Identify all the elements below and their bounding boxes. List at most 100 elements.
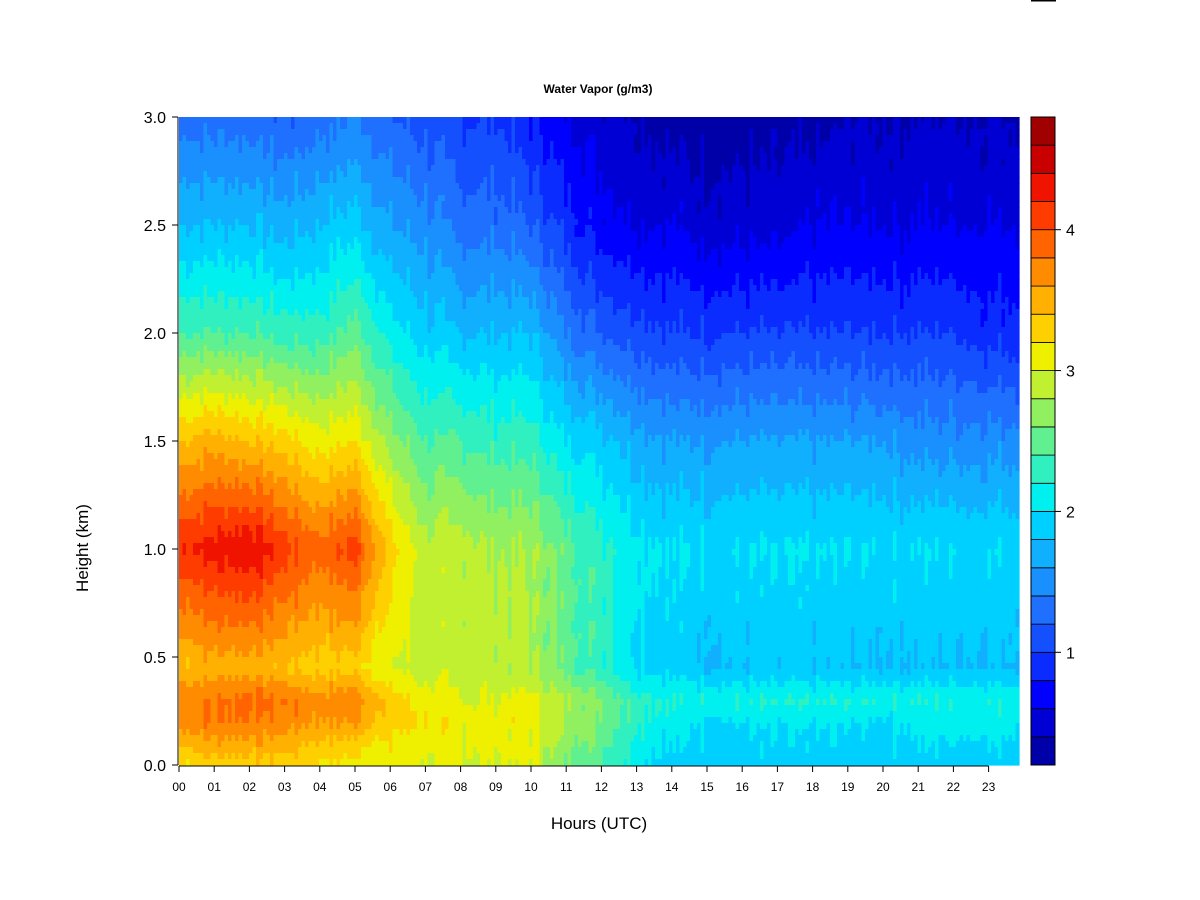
- heatmap-cell: [274, 399, 278, 406]
- heatmap-cell: [242, 285, 246, 292]
- heatmap-cell: [253, 459, 257, 466]
- heatmap-cell: [179, 195, 183, 202]
- heatmap-cell: [246, 327, 250, 334]
- heatmap-cell: [323, 573, 327, 580]
- heatmap-cell: [214, 387, 218, 394]
- heatmap-cell: [249, 309, 253, 316]
- heatmap-cell: [337, 129, 341, 136]
- heatmap-cell: [316, 153, 320, 160]
- heatmap-cell: [232, 393, 236, 400]
- heatmap-cell: [221, 567, 225, 574]
- heatmap-cell: [204, 555, 208, 562]
- heatmap-cell: [235, 141, 239, 148]
- heatmap-cell: [284, 567, 288, 574]
- heatmap-cell: [330, 231, 334, 238]
- heatmap-cell: [207, 489, 211, 496]
- heatmap-cell: [193, 303, 197, 310]
- heatmap-cell: [218, 249, 222, 256]
- heatmap-cell: [221, 345, 225, 352]
- heatmap-cell: [256, 717, 260, 724]
- heatmap-cell: [263, 609, 267, 616]
- heatmap-cell: [260, 525, 264, 532]
- heatmap-cell: [305, 621, 309, 628]
- heatmap-cell: [204, 165, 208, 172]
- heatmap-cell: [330, 255, 334, 262]
- heatmap-cell: [312, 177, 316, 184]
- heatmap-cell: [305, 645, 309, 652]
- heatmap-cell: [333, 387, 337, 394]
- heatmap-cell: [281, 639, 285, 646]
- heatmap-cell: [242, 369, 246, 376]
- heatmap-cell: [211, 351, 215, 358]
- heatmap-cell: [326, 627, 330, 634]
- heatmap-cell: [330, 495, 334, 502]
- heatmap-cell: [260, 147, 264, 154]
- heatmap-cell: [193, 663, 197, 670]
- heatmap-cell: [204, 321, 208, 328]
- heatmap-cell: [242, 291, 246, 298]
- heatmap-cell: [295, 441, 299, 448]
- heatmap-cell: [326, 549, 330, 556]
- heatmap-cell: [267, 711, 271, 718]
- heatmap-cell: [200, 537, 204, 544]
- heatmap-cell: [312, 327, 316, 334]
- heatmap-cell: [179, 465, 183, 472]
- heatmap-cell: [337, 531, 341, 538]
- heatmap-cell: [256, 345, 260, 352]
- heatmap-cell: [260, 309, 264, 316]
- heatmap-cell: [277, 117, 281, 124]
- heatmap-cell: [221, 609, 225, 616]
- heatmap-cell: [281, 291, 285, 298]
- heatmap-cell: [309, 309, 313, 316]
- heatmap-cell: [242, 471, 246, 478]
- heatmap-cell: [277, 483, 281, 490]
- heatmap-cell: [288, 141, 292, 148]
- heatmap-cell: [228, 321, 232, 328]
- heatmap-cell: [200, 279, 204, 286]
- heatmap-cell: [260, 219, 264, 226]
- heatmap-cell: [190, 513, 194, 520]
- heatmap-cell: [256, 285, 260, 292]
- heatmap-cell: [337, 459, 341, 466]
- heatmap-cell: [228, 399, 232, 406]
- heatmap-cell: [235, 597, 239, 604]
- heatmap-cell: [277, 387, 281, 394]
- heatmap-cell: [330, 645, 334, 652]
- heatmap-cell: [225, 729, 229, 736]
- heatmap-cell: [183, 285, 187, 292]
- heatmap-cell: [190, 687, 194, 694]
- heatmap-cell: [323, 351, 327, 358]
- heatmap-cell: [200, 645, 204, 652]
- heatmap-cell: [274, 213, 278, 220]
- heatmap-cell: [260, 339, 264, 346]
- heatmap-cell: [186, 381, 190, 388]
- heatmap-cell: [288, 699, 292, 706]
- heatmap-cell: [281, 411, 285, 418]
- heatmap-cell: [183, 183, 187, 190]
- heatmap-cell: [228, 729, 232, 736]
- heatmap-cell: [337, 279, 341, 286]
- heatmap-cell: [239, 333, 243, 340]
- heatmap-cell: [246, 303, 250, 310]
- heatmap-cell: [274, 441, 278, 448]
- heatmap-cell: [316, 699, 320, 706]
- heatmap-cell: [214, 669, 218, 676]
- heatmap-cell: [281, 597, 285, 604]
- heatmap-cell: [197, 225, 201, 232]
- heatmap-cell: [190, 675, 194, 682]
- heatmap-cell: [291, 555, 295, 562]
- heatmap-cell: [179, 747, 183, 754]
- heatmap-cell: [190, 339, 194, 346]
- heatmap-cell: [221, 603, 225, 610]
- heatmap-cell: [239, 309, 243, 316]
- heatmap-cell: [200, 159, 204, 166]
- heatmap-cell: [312, 351, 316, 358]
- heatmap-cell: [249, 597, 253, 604]
- heatmap-cell: [337, 117, 341, 124]
- heatmap-cell: [312, 225, 316, 232]
- heatmap-cell: [284, 129, 288, 136]
- heatmap-cell: [225, 117, 229, 124]
- heatmap-cell: [190, 171, 194, 178]
- heatmap-cell: [218, 639, 222, 646]
- heatmap-cell: [235, 117, 239, 124]
